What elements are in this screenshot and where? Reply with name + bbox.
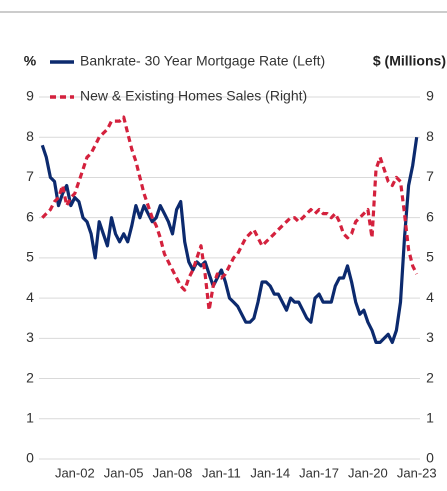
y-tick-label: 3 [26,329,34,345]
y-tick-label: 9 [26,88,34,104]
y2-tick-label: 5 [426,249,434,265]
y2-tick-label: 7 [426,168,434,184]
y2-axis-label: $ (Millions) [373,53,446,69]
x-tick-label: Jan-05 [104,465,144,480]
y-axis-label: % [24,53,37,69]
y2-tick-label: 3 [426,329,434,345]
x-tick-label: Jan-11 [202,465,241,480]
x-tick-label: Jan-20 [348,465,388,480]
y-tick-label: 0 [26,450,34,466]
y-tick-label: 1 [26,409,34,425]
legend-label: Bankrate- 30 Year Mortgage Rate (Left) [80,53,325,69]
series-line [40,136,419,344]
y-tick-label: 7 [26,168,34,184]
y-tick-label: 6 [26,208,34,224]
y2-tick-label: 8 [426,128,434,144]
x-tick-label: Jan-14 [250,465,290,480]
y2-tick-label: 4 [426,289,434,305]
legend-label: New & Existing Homes Sales (Right) [80,88,307,104]
x-tick-label: Jan-17 [299,465,339,480]
x-tick-label: Jan-02 [55,465,95,480]
x-tick-label: Jan-08 [153,465,193,480]
y-tick-label: 2 [26,369,34,385]
y2-tick-label: 6 [426,208,434,224]
series-line [41,115,419,312]
y2-tick-label: 9 [426,88,434,104]
y2-tick-label: 0 [426,450,434,466]
y2-tick-label: 1 [426,409,434,425]
y-tick-label: 5 [26,249,34,265]
y-tick-label: 4 [26,289,34,305]
x-tick-label: Jan-23 [397,465,437,480]
y2-tick-label: 2 [426,369,434,385]
y-tick-label: 8 [26,128,34,144]
